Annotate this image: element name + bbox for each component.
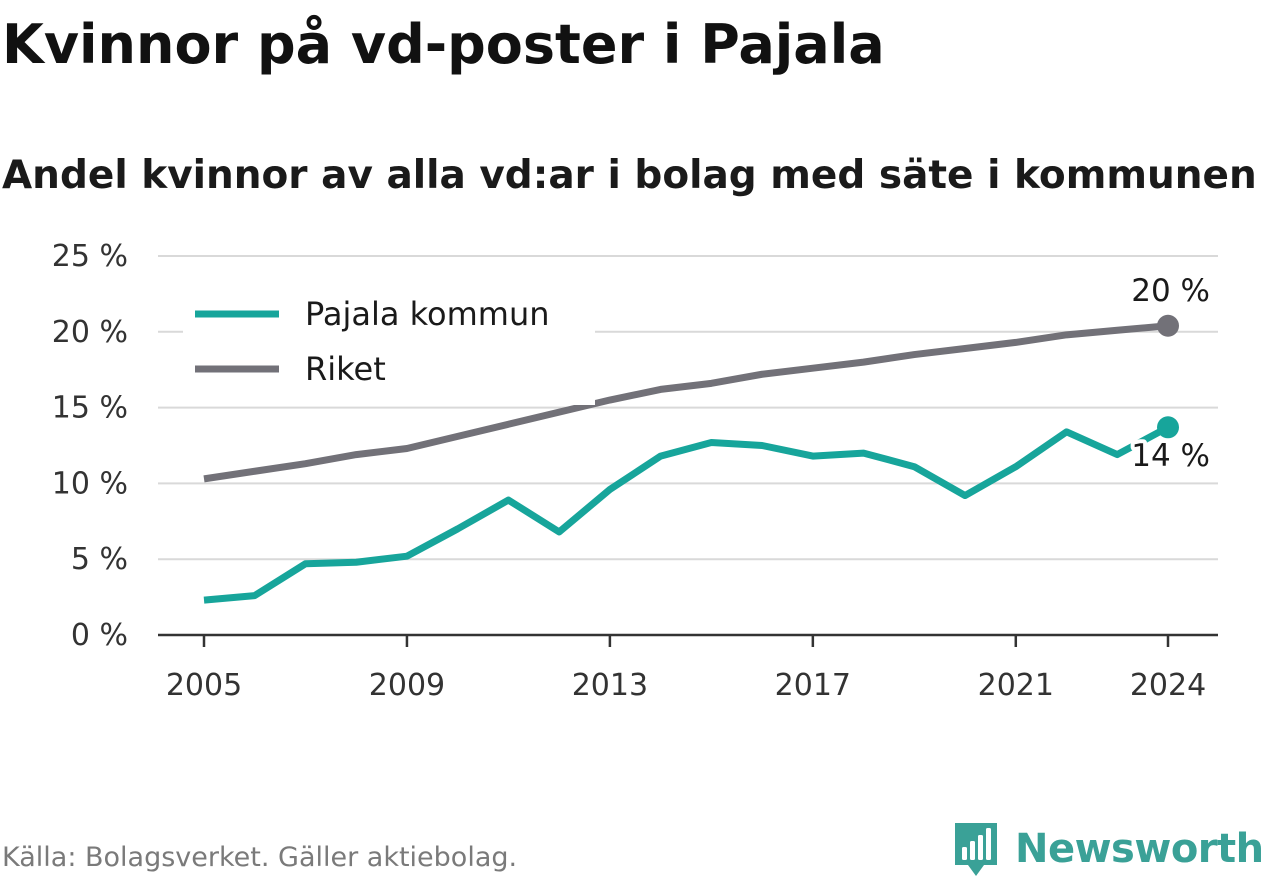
series-lines <box>203 314 1179 604</box>
end-value-label: 20 % <box>1131 273 1210 309</box>
series-end-point <box>1157 416 1179 439</box>
series-line <box>203 322 1169 483</box>
x-tick-label: 2024 <box>1130 668 1206 703</box>
end-labels: 20 %14 %14 % <box>1127 273 1214 478</box>
y-tick-label: 20 % <box>52 315 128 350</box>
x-tick-label: 2017 <box>775 668 851 703</box>
series-line <box>203 424 1170 604</box>
source-note: Källa: Bolagsverket. Gäller aktiebolag. <box>2 842 518 873</box>
brand: Newsworthy <box>951 818 1262 880</box>
y-tick-label: 25 % <box>52 239 128 274</box>
chart-subtitle: Andel kvinnor av alla vd:ar i bolag med … <box>2 153 1257 198</box>
y-tick-label: 15 % <box>52 391 128 426</box>
end-value-label-halo: 14 % <box>1131 438 1210 474</box>
series-end-point <box>1157 314 1179 337</box>
x-tick-label: 2005 <box>166 668 242 703</box>
chart-title: Kvinnor på vd-poster i Pajala <box>2 13 885 76</box>
x-tick-label: 2013 <box>572 668 648 703</box>
x-tick-label: 2021 <box>978 668 1054 703</box>
legend-label: Riket <box>305 350 386 388</box>
end-value-label: 14 % <box>1131 438 1210 474</box>
legend-label: Pajala kommun <box>305 295 550 333</box>
bar-chart-logo-icon <box>955 823 997 876</box>
x-tick-label: 2009 <box>369 668 445 703</box>
legend-background <box>183 285 595 405</box>
axes: 0 % 5 % 10 % 15 % 20 % 25 % 2005 2009 2013 2017 20… <box>52 239 1218 703</box>
y-tick-label: 10 % <box>52 466 128 501</box>
y-tick-label: 5 % <box>71 542 128 577</box>
brand-name: Newsworthy <box>1015 826 1262 872</box>
legend: Pajala kommun Riket <box>183 285 595 405</box>
y-tick-label: 0 % <box>71 618 128 653</box>
